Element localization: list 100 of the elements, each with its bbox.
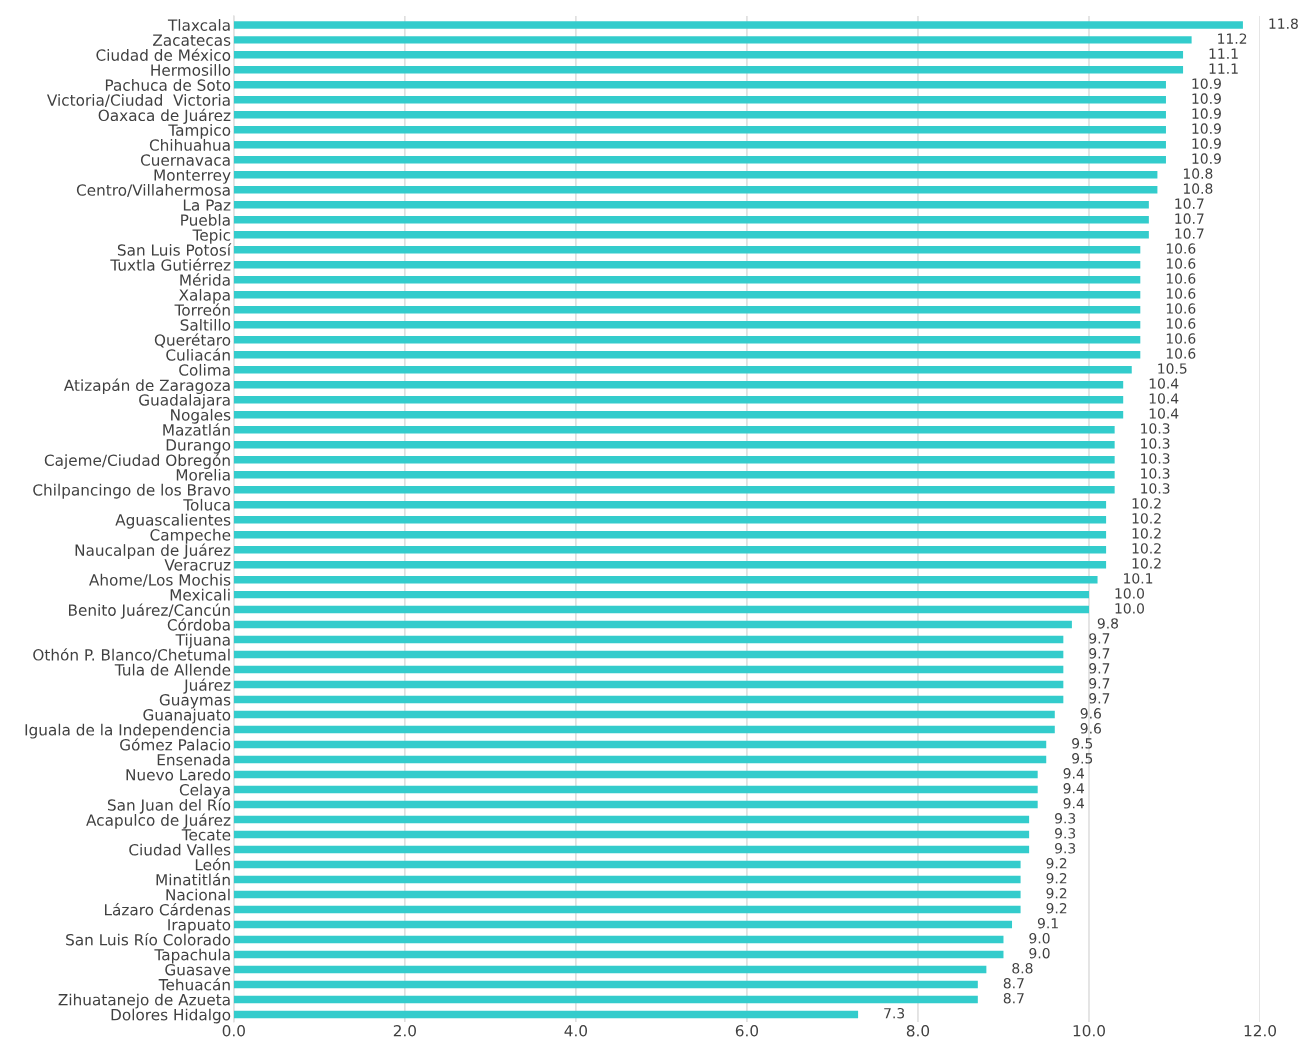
bar	[233, 515, 1107, 524]
data-label: 9.7	[1089, 648, 1110, 659]
data-label: 10.9	[1192, 108, 1221, 119]
bar	[233, 950, 1004, 959]
y-tick-label: Tlaxcala	[167, 19, 230, 31]
data-label: 10.2	[1132, 543, 1161, 554]
bar	[233, 350, 1141, 359]
y-tick-label: Monterrey	[154, 169, 231, 184]
data-label: 10.0	[1115, 603, 1144, 614]
y-tick-label: Guasave	[165, 963, 231, 976]
data-label: 11.1	[1209, 48, 1238, 59]
bar	[233, 66, 1184, 74]
bar	[233, 81, 1166, 89]
y-tick-label: Campeche	[150, 528, 231, 544]
bar	[233, 126, 1166, 134]
x-tick-label: 0.0	[222, 1024, 245, 1037]
y-tick-label: Ciudad de México	[96, 48, 231, 61]
y-tick-label: Veracruz	[164, 559, 231, 571]
data-label: 10.8	[1183, 183, 1213, 194]
bar	[233, 575, 1098, 584]
bar	[233, 935, 1004, 944]
data-label: 10.1	[1124, 573, 1153, 584]
data-label: 10.9	[1192, 123, 1221, 134]
bar	[233, 276, 1141, 284]
data-label: 9.7	[1089, 633, 1110, 644]
y-tick-label: Acapulco de Juárez	[86, 813, 231, 829]
data-label: 10.4	[1149, 378, 1179, 389]
data-label: 8.8	[1012, 962, 1033, 974]
y-tick-label: Toluca	[183, 498, 230, 511]
bar	[233, 800, 1038, 809]
bar	[233, 755, 1047, 764]
data-label: 10.7	[1175, 198, 1204, 209]
data-label: 10.6	[1166, 288, 1196, 299]
y-tick-label: Morelia	[176, 468, 230, 481]
data-label: 10.6	[1166, 258, 1196, 269]
y-tick-label: Durango	[166, 439, 231, 454]
y-tick-label: Nacional	[166, 888, 230, 901]
data-label: 11.8	[1269, 18, 1298, 29]
data-label: 9.2	[1046, 873, 1067, 884]
data-label: 8.7	[1003, 992, 1024, 1004]
bar	[233, 306, 1141, 314]
y-tick-label: Centro/Villahermosa	[76, 184, 230, 198]
data-label: 9.5	[1072, 753, 1093, 764]
y-tick-label: Chihuahua	[149, 139, 230, 151]
bar	[233, 740, 1047, 749]
bar	[233, 171, 1158, 179]
y-tick-label: Torreón	[174, 303, 230, 316]
y-tick-label: San Luis Potosí	[117, 243, 232, 256]
bar	[233, 710, 1055, 719]
y-tick-label: Tepic	[192, 228, 231, 244]
y-tick-label: Córdoba	[167, 618, 230, 631]
bar	[233, 980, 978, 989]
data-label: 10.2	[1132, 528, 1161, 539]
bar	[233, 365, 1132, 374]
data-label: 10.8	[1183, 168, 1213, 179]
bar	[233, 96, 1166, 104]
data-label: 10.7	[1175, 213, 1204, 224]
bar	[233, 815, 1030, 824]
y-tick-label: Tapachula	[154, 948, 230, 964]
bar	[233, 156, 1166, 164]
y-tick-label: Naucalpan de Juárez	[75, 543, 231, 559]
bar	[233, 425, 1115, 434]
y-tick-label: Culiacán	[166, 348, 230, 361]
bar	[233, 321, 1141, 329]
data-label: 9.4	[1063, 783, 1084, 794]
bar	[233, 141, 1166, 149]
data-label: 11.1	[1209, 63, 1238, 74]
data-label: 10.3	[1141, 423, 1170, 434]
y-tick-label: Tula de Allende	[114, 663, 231, 676]
x-tick-label: 8.0	[906, 1024, 930, 1037]
data-label: 9.3	[1055, 828, 1076, 839]
bar	[233, 920, 1013, 929]
data-label: 10.5	[1158, 363, 1187, 374]
y-tick-label: Querétaro	[154, 333, 231, 348]
bar	[233, 201, 1149, 209]
y-tick-label: Othón P. Blanco/Chetumal	[33, 648, 230, 662]
bar	[233, 650, 1064, 659]
y-tick-label: Nuevo Laredo	[126, 768, 231, 781]
y-tick-label: Aguascalientes	[115, 513, 231, 529]
data-label: 10.9	[1192, 153, 1221, 164]
data-label: 10.6	[1166, 273, 1196, 284]
data-label: 10.3	[1141, 468, 1170, 479]
x-tick-label: 2.0	[393, 1024, 416, 1037]
y-tick-label: Tuxtla Gutiérrez	[110, 258, 231, 271]
y-tick-label: Ciudad Valles	[129, 843, 231, 856]
data-label: 9.7	[1089, 678, 1110, 689]
data-label: 10.2	[1132, 558, 1161, 569]
y-tick-label: Mazatlán	[163, 423, 230, 436]
y-tick-label: Colima	[179, 363, 230, 376]
data-label: 10.7	[1175, 228, 1204, 239]
data-label: 10.9	[1192, 78, 1221, 89]
bar	[233, 605, 1089, 614]
data-label: 9.5	[1072, 738, 1093, 749]
bar	[233, 440, 1115, 449]
data-label: 10.3	[1141, 453, 1170, 464]
y-tick-label: Tijuana	[175, 633, 230, 649]
data-label: 10.6	[1166, 318, 1196, 329]
data-label: 7.3	[884, 1007, 905, 1019]
y-tick-label: Guaymas	[159, 694, 231, 709]
y-tick-label: Lázaro Cárdenas	[105, 903, 231, 916]
